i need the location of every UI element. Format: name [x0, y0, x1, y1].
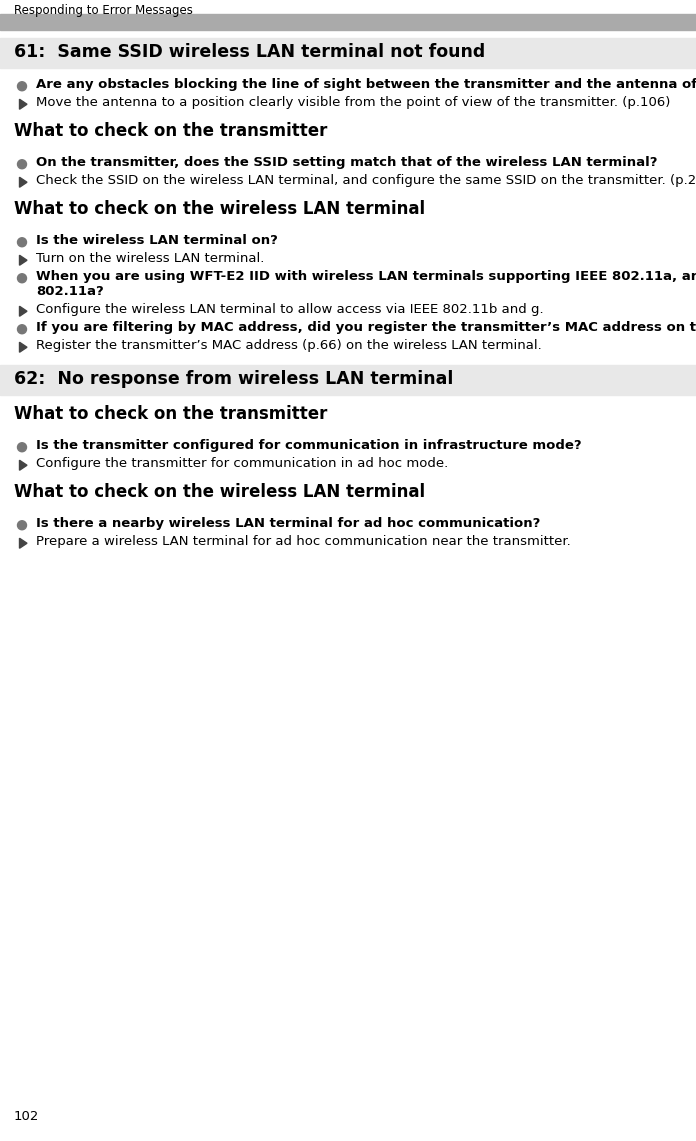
Polygon shape: [19, 460, 27, 470]
Text: 102: 102: [14, 1110, 40, 1123]
Text: If you are filtering by MAC address, did you register the transmitter’s MAC addr: If you are filtering by MAC address, did…: [36, 321, 696, 334]
Polygon shape: [19, 256, 27, 265]
Text: Prepare a wireless LAN terminal for ad hoc communication near the transmitter.: Prepare a wireless LAN terminal for ad h…: [36, 535, 571, 548]
Text: What to check on the wireless LAN terminal: What to check on the wireless LAN termin…: [14, 200, 425, 218]
Circle shape: [17, 520, 26, 529]
Circle shape: [17, 82, 26, 91]
Text: Turn on the wireless LAN terminal.: Turn on the wireless LAN terminal.: [36, 252, 264, 265]
Text: 62:  No response from wireless LAN terminal: 62: No response from wireless LAN termin…: [14, 370, 453, 388]
Polygon shape: [19, 177, 27, 187]
Text: 61:  Same SSID wireless LAN terminal not found: 61: Same SSID wireless LAN terminal not …: [14, 43, 485, 60]
Text: Is the transmitter configured for communication in infrastructure mode?: Is the transmitter configured for commun…: [36, 439, 582, 452]
Circle shape: [17, 325, 26, 334]
Text: What to check on the transmitter: What to check on the transmitter: [14, 122, 327, 140]
Text: What to check on the wireless LAN terminal: What to check on the wireless LAN termin…: [14, 483, 425, 501]
Bar: [0, 365, 696, 395]
Circle shape: [17, 443, 26, 452]
Text: Register the transmitter’s MAC address (p.66) on the wireless LAN terminal.: Register the transmitter’s MAC address (…: [36, 339, 541, 353]
Circle shape: [17, 237, 26, 246]
Text: 802.11a?: 802.11a?: [36, 285, 104, 298]
Circle shape: [17, 160, 26, 169]
Polygon shape: [19, 306, 27, 316]
Text: Is the wireless LAN terminal on?: Is the wireless LAN terminal on?: [36, 234, 278, 246]
Text: What to check on the transmitter: What to check on the transmitter: [14, 405, 327, 423]
Bar: [0, 14, 696, 30]
Text: Move the antenna to a position clearly visible from the point of view of the tra: Move the antenna to a position clearly v…: [36, 96, 670, 110]
Text: Are any obstacles blocking the line of sight between the transmitter and the ant: Are any obstacles blocking the line of s…: [36, 78, 696, 91]
Text: Responding to Error Messages: Responding to Error Messages: [14, 5, 193, 17]
Bar: [0, 38, 696, 68]
Circle shape: [17, 274, 26, 283]
Text: Configure the wireless LAN terminal to allow access via IEEE 802.11b and g.: Configure the wireless LAN terminal to a…: [36, 304, 544, 316]
Polygon shape: [19, 539, 27, 548]
Polygon shape: [19, 342, 27, 353]
Text: Is there a nearby wireless LAN terminal for ad hoc communication?: Is there a nearby wireless LAN terminal …: [36, 517, 540, 531]
Polygon shape: [19, 99, 27, 110]
Text: Check the SSID on the wireless LAN terminal, and configure the same SSID on the : Check the SSID on the wireless LAN termi…: [36, 173, 696, 187]
Text: On the transmitter, does the SSID setting match that of the wireless LAN termina: On the transmitter, does the SSID settin…: [36, 156, 658, 169]
Text: When you are using WFT-E2 IID with wireless LAN terminals supporting IEEE 802.11: When you are using WFT-E2 IID with wirel…: [36, 270, 696, 283]
Text: Configure the transmitter for communication in ad hoc mode.: Configure the transmitter for communicat…: [36, 458, 448, 470]
